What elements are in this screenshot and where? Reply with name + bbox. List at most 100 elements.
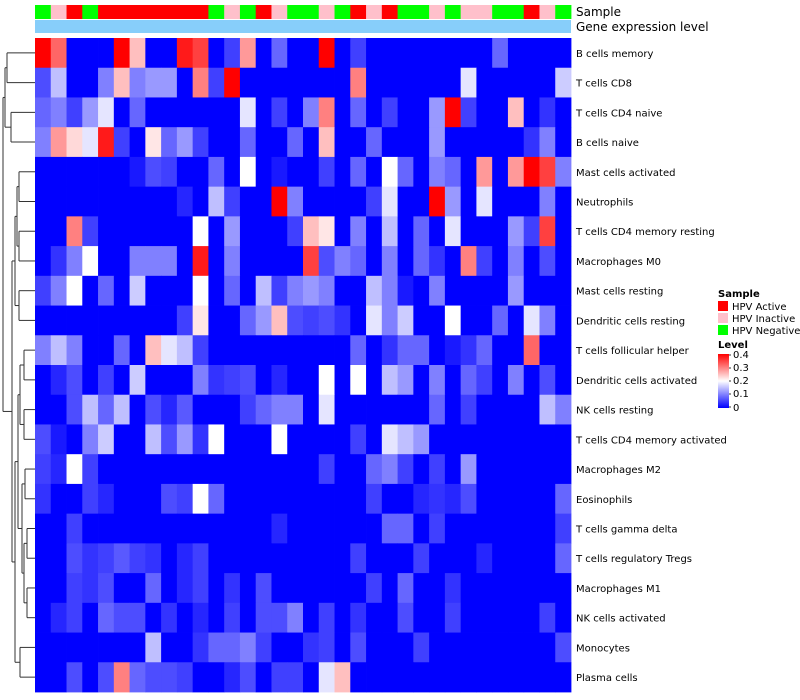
heatmap-cell [507,602,525,633]
heatmap-cell [145,67,162,98]
heatmap-cell [429,394,446,425]
heatmap-cell [176,454,194,485]
heatmap-cell [35,38,52,69]
sample-legend-title: Sample [718,289,760,300]
heatmap-cell [35,216,52,247]
heatmap-cell [224,662,241,693]
heatmap-cell [255,543,272,574]
heatmap-cell [271,454,288,485]
heatmap-cell [82,186,99,217]
heatmap-cell [98,97,115,128]
heatmap-cell [287,97,304,128]
heatmap-cell [145,573,162,604]
heatmap-cell [239,662,257,693]
heatmap-cell [318,186,335,217]
heatmap-cell [334,156,351,188]
heatmap-cell [192,573,209,604]
heatmap-cell [555,543,572,574]
heatmap-cell [82,275,99,306]
heatmap-cell [539,67,556,98]
heatmap-cell [98,305,115,336]
heatmap-cell [350,97,367,128]
heatmap-cell [82,632,99,663]
sample-annotation-cell [255,5,272,19]
heatmap-cell [192,454,209,485]
heatmap-cell [523,513,540,544]
heatmap-cell [476,275,493,306]
heatmap-cell [66,67,83,98]
sample-annotation-cell [318,5,335,19]
heatmap-cell [161,186,178,217]
sample-annotation-cell [239,5,257,19]
heatmap-cell [208,186,225,217]
heatmap-cell [413,127,430,158]
sample-annotation-cell [413,5,430,19]
heatmap-cell [255,632,272,663]
heatmap-cell [192,97,209,128]
heatmap-cell [176,216,194,247]
heatmap-cell [66,662,83,693]
heatmap-cell [507,216,525,247]
heatmap-cell [366,305,383,336]
level-tick-0.1: 0.1 [733,389,749,400]
heatmap-cell [507,365,525,396]
heatmap-cell [255,573,272,604]
heatmap-cell [287,67,304,98]
heatmap-cell [539,513,556,544]
heatmap-cell [381,246,398,277]
heatmap-cell [523,156,540,188]
heatmap-cell [66,305,83,336]
heatmap-cell [287,275,304,306]
heatmap-cell [161,424,178,455]
heatmap-cell [208,246,225,277]
heatmap-cell [444,156,462,188]
heatmap-cell [113,186,130,217]
heatmap-cell [129,394,146,425]
heatmap-cell [476,513,493,544]
heatmap-cell [429,97,446,128]
heatmap-cell [366,186,383,217]
heatmap-cell [381,156,398,188]
heatmap-cell [303,365,320,396]
legend-swatch-hpv-negative [718,325,728,335]
heatmap-cell [539,127,556,158]
heatmap-cell [224,394,241,425]
heatmap-cell [460,246,477,277]
heatmap-cell [161,216,178,247]
heatmap-cell [113,67,130,98]
heatmap-cell [381,127,398,158]
heatmap-cell [539,394,556,425]
heatmap-cell [334,513,351,544]
heatmap-cell [539,186,556,217]
heatmap-cell [460,454,477,485]
heatmap-cell [113,216,130,247]
heatmap-cell [539,216,556,247]
heatmap-cell [381,97,398,128]
heatmap-cell [255,394,272,425]
row-label: Macrophages M0 [576,257,661,268]
heatmap-cell [287,305,304,336]
heatmap-cell [129,38,146,69]
heatmap-cell [413,543,430,574]
heatmap-cell [303,305,320,336]
heatmap-cell [35,483,52,515]
heatmap-cell [334,602,351,633]
heatmap-cell [318,394,335,425]
heatmap-cell [429,602,446,633]
heatmap-cell [129,662,146,693]
heatmap-cell [129,602,146,633]
heatmap-cell [161,483,178,515]
heatmap-cell [350,424,367,455]
sample-annotation-cell [35,5,52,19]
heatmap-cell [224,513,241,544]
heatmap-cell [523,662,540,693]
heatmap-cell [539,305,556,336]
heatmap-cells [35,38,572,693]
heatmap-cell [492,632,509,663]
heatmap-cell [271,97,288,128]
heatmap-cell [429,246,446,277]
heatmap-cell [98,38,115,69]
heatmap-cell [507,38,525,69]
heatmap-cell [208,305,225,336]
heatmap-cell [66,513,83,544]
